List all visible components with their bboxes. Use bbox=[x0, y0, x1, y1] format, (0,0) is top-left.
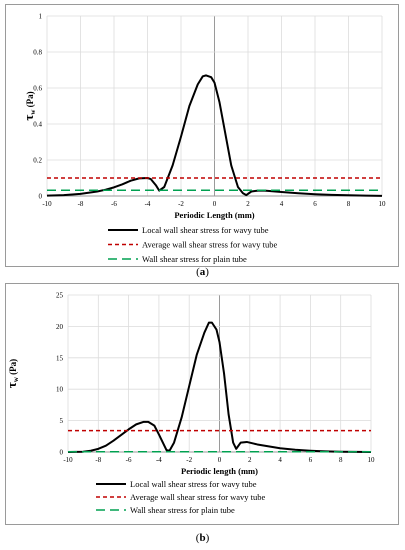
y-tick-label: 0 bbox=[39, 193, 43, 201]
y-tick-label: 20 bbox=[56, 323, 64, 331]
chart-panel-a: -10 -8 -6 -4 -2 0 2 4 6 8 10 0 0.2 0.4 0.6 0.8 1 Periodic… bbox=[5, 4, 399, 278]
y-tick-label: 1 bbox=[39, 13, 43, 21]
x-tick-label: -2 bbox=[178, 200, 184, 208]
caption-a: (a) bbox=[196, 266, 209, 278]
x-tick-label: 0 bbox=[218, 456, 222, 464]
chart-svg-a: -10 -8 -6 -4 -2 0 2 4 6 8 10 0 0.2 0.4 0.6 0.8 1 Periodic… bbox=[21, 13, 387, 265]
x-tick-label: 6 bbox=[313, 200, 317, 208]
y-tick-label: 0.8 bbox=[33, 49, 42, 57]
chart-svg-b: -10 -8 -6 -4 -2 0 2 4 6 8 10 0 5 10 15 20 25 Periodic len… bbox=[4, 292, 376, 516]
x-tick-label: -8 bbox=[95, 456, 101, 464]
y-axis-label-unit: (Pa) bbox=[8, 359, 18, 377]
x-tick-label: 10 bbox=[368, 456, 376, 464]
x-tick-label: 6 bbox=[309, 456, 313, 464]
y-axis-label: τw (Pa) bbox=[21, 91, 37, 120]
x-tick-label: -6 bbox=[111, 200, 117, 208]
chart-panel-b: -10 -8 -6 -4 -2 0 2 4 6 8 10 0 5 10 15 20 25 Periodic len… bbox=[0, 283, 405, 550]
series-line-1 bbox=[46, 74, 383, 197]
x-tick-label: 0 bbox=[213, 200, 217, 208]
x-tick-label: 4 bbox=[280, 200, 284, 208]
y-axis-label-symbol: τ bbox=[4, 382, 19, 388]
x-tick-label: 4 bbox=[278, 456, 282, 464]
legend-label-2: Average wall shear stress for wavy tube bbox=[142, 240, 278, 250]
legend-label-1: Local wall shear stress for wavy tube bbox=[130, 479, 257, 489]
y-axis-label-subscript: w bbox=[12, 376, 20, 382]
x-tick-label: 8 bbox=[339, 456, 343, 464]
caption-b: (b) bbox=[195, 532, 210, 544]
y-tick-label: 10 bbox=[56, 386, 64, 394]
x-tick-label: 2 bbox=[246, 200, 250, 208]
x-tick-label: 2 bbox=[248, 456, 252, 464]
y-tick-label: 0.6 bbox=[33, 85, 42, 93]
x-tick-label: -10 bbox=[63, 456, 73, 464]
y-axis-label-symbol: τ bbox=[21, 115, 36, 121]
y-tick-label: 0 bbox=[60, 449, 64, 457]
y-tick-label: 0.2 bbox=[33, 157, 42, 165]
y-tick-label: 0.4 bbox=[33, 121, 42, 129]
x-tick-label: -8 bbox=[78, 200, 84, 208]
x-tick-label: 10 bbox=[379, 200, 387, 208]
y-axis-label-unit: (Pa) bbox=[25, 91, 35, 109]
x-tick-label: -2 bbox=[186, 456, 192, 464]
x-tick-label: -10 bbox=[42, 200, 52, 208]
x-tick-label: -4 bbox=[145, 200, 151, 208]
y-axis-label: τw (Pa) bbox=[4, 359, 20, 388]
series-line-1 bbox=[67, 321, 372, 453]
x-tick-label: -4 bbox=[156, 456, 162, 464]
legend-label-1: Local wall shear stress for wavy tube bbox=[142, 225, 269, 235]
chart-frame-a bbox=[5, 4, 399, 267]
y-tick-label: 15 bbox=[56, 354, 64, 362]
legend-label-3: Wall shear stress for plain tube bbox=[130, 505, 235, 515]
x-axis-label: Periodic Length (mm) bbox=[174, 210, 254, 220]
x-tick-label: 8 bbox=[347, 200, 351, 208]
y-axis-label-subscript: w bbox=[29, 109, 37, 115]
legend-label-2: Average wall shear stress for wavy tube bbox=[130, 492, 266, 502]
x-tick-label: -6 bbox=[126, 456, 132, 464]
y-tick-label: 5 bbox=[60, 417, 64, 425]
x-axis-label: Periodic length (mm) bbox=[181, 466, 258, 476]
y-tick-label: 25 bbox=[56, 292, 64, 300]
chart-frame-b bbox=[5, 283, 399, 525]
legend-label-3: Wall shear stress for plain tube bbox=[142, 254, 247, 264]
